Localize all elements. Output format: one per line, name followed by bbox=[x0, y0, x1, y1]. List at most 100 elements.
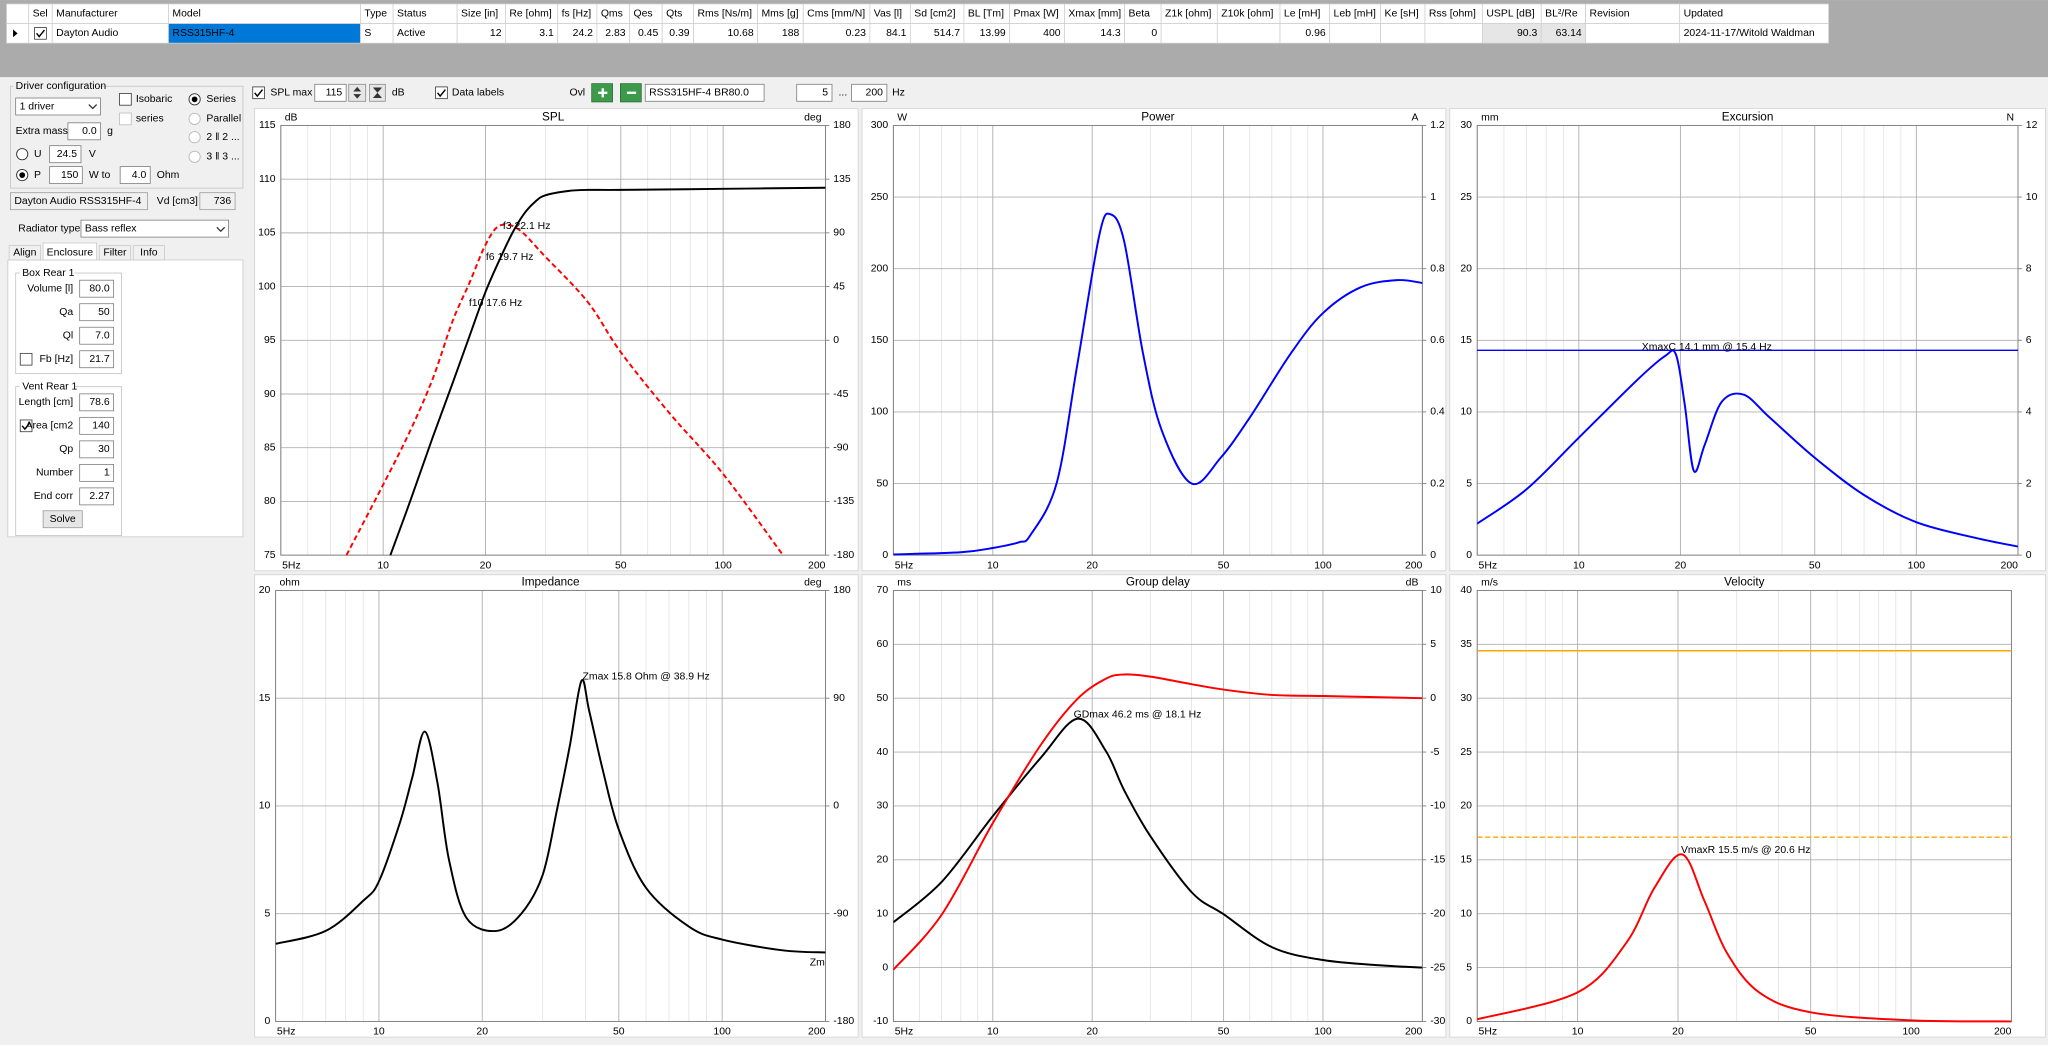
y-unit: ms bbox=[897, 577, 911, 588]
series-line bbox=[389, 186, 826, 556]
extra-mass-input-box[interactable] bbox=[67, 122, 101, 141]
group-title-bg bbox=[19, 381, 75, 394]
series-radio-dot bbox=[191, 96, 198, 103]
x-tick-label: 100 bbox=[1314, 1027, 1332, 1038]
y-tick-label: 30 bbox=[1460, 693, 1472, 704]
freq-max-input-box[interactable] bbox=[851, 83, 888, 102]
u-unit: V bbox=[89, 149, 96, 160]
field-input-box[interactable] bbox=[79, 350, 115, 369]
extra-mass-label: Extra mass bbox=[16, 126, 68, 137]
option3-label: 3 ‖ 3 ... bbox=[206, 152, 239, 163]
field-input-box[interactable] bbox=[79, 393, 115, 412]
series-label: Series bbox=[206, 94, 236, 105]
data-label: Zmax 15.8 Ohm @ 38.9 Hz bbox=[583, 671, 710, 682]
column-header-label: Qms bbox=[601, 9, 623, 20]
column-header-label: Ke [sH] bbox=[1384, 9, 1418, 20]
field-input-box[interactable] bbox=[79, 487, 115, 506]
y-unit: ohm bbox=[280, 577, 300, 588]
column-header-label: Z10k [ohm] bbox=[1221, 9, 1273, 20]
y-tick-label: 300 bbox=[871, 120, 889, 131]
combo-arrow bbox=[88, 104, 98, 110]
x-tick-label: 10 bbox=[373, 1027, 385, 1038]
row-pointer bbox=[13, 29, 18, 38]
u-input-box[interactable] bbox=[49, 145, 82, 164]
table-cell[interactable] bbox=[1329, 23, 1381, 44]
table-cell[interactable] bbox=[1380, 23, 1426, 44]
field-input: 7.0 bbox=[95, 330, 110, 341]
field-input-box[interactable] bbox=[79, 326, 115, 345]
column-header-label: Xmax [mm] bbox=[1068, 9, 1121, 20]
field-checkbox[interactable] bbox=[19, 419, 33, 433]
p-input-box[interactable] bbox=[49, 166, 83, 184]
ohm-input-box[interactable] bbox=[119, 166, 151, 184]
y2-tick-label: -90 bbox=[833, 908, 848, 919]
overlay-input-box[interactable] bbox=[644, 83, 765, 102]
x-tick-label: 20 bbox=[1086, 560, 1098, 571]
data-labels-checkbox[interactable] bbox=[435, 86, 448, 100]
x-tick-label: 100 bbox=[1908, 560, 1926, 571]
field-input-box[interactable] bbox=[79, 463, 115, 482]
cell-text: Active bbox=[397, 28, 426, 39]
field-label: Length [cm] bbox=[19, 397, 74, 408]
spl-spinner[interactable] bbox=[348, 83, 367, 102]
field-input-box[interactable] bbox=[79, 303, 115, 322]
data-label: f6 19.7 Hz bbox=[486, 252, 534, 263]
field-label: Qp bbox=[59, 444, 73, 455]
spl-max-input-box[interactable] bbox=[314, 83, 347, 102]
series-checkbox[interactable] bbox=[119, 112, 132, 126]
radiator-combo[interactable] bbox=[80, 219, 229, 238]
y2-tick-label: -30 bbox=[1430, 1016, 1445, 1027]
table-cell[interactable] bbox=[1424, 23, 1483, 44]
tab-label: Enclosure bbox=[47, 248, 94, 259]
cell-text: 63.14 bbox=[1556, 28, 1582, 39]
x-tick-label: 200 bbox=[2001, 560, 2019, 571]
freq-min-input-box[interactable] bbox=[796, 83, 833, 102]
series-line bbox=[1477, 349, 2018, 548]
field-input-box[interactable] bbox=[79, 416, 115, 435]
spl-max-checkbox[interactable] bbox=[252, 86, 265, 100]
vd-label: Vd [cm3] bbox=[157, 196, 198, 207]
tab[interactable] bbox=[8, 245, 41, 261]
drivers-combo[interactable] bbox=[15, 97, 101, 116]
select-checkbox[interactable] bbox=[34, 27, 47, 40]
field-input-box[interactable] bbox=[79, 440, 115, 459]
chart-title: Power bbox=[1141, 111, 1174, 124]
tab[interactable] bbox=[132, 245, 165, 261]
y2-tick-label: 0.2 bbox=[1430, 478, 1445, 489]
y2-unit: dB bbox=[1406, 577, 1419, 588]
table-cell[interactable] bbox=[1679, 23, 1829, 44]
column-header-label: Type bbox=[364, 9, 387, 20]
x-tick-label: 20 bbox=[480, 560, 492, 571]
u-radio[interactable] bbox=[16, 148, 29, 161]
tab[interactable] bbox=[98, 245, 132, 261]
table-cell[interactable] bbox=[1216, 23, 1281, 44]
y2-tick-label: 0 bbox=[1430, 693, 1436, 704]
y2-tick-label: 10 bbox=[2026, 192, 2038, 203]
table-cell[interactable] bbox=[1585, 23, 1681, 44]
y2-tick-label: 4 bbox=[2026, 407, 2032, 418]
column-header-label: Model bbox=[172, 9, 200, 20]
solve-button[interactable] bbox=[42, 510, 83, 529]
tab[interactable] bbox=[42, 242, 98, 261]
x-tick-label: 100 bbox=[1314, 560, 1332, 571]
option3-radio[interactable] bbox=[188, 150, 201, 163]
y-tick-label: 5 bbox=[1466, 478, 1472, 489]
option2-radio[interactable] bbox=[188, 131, 201, 144]
table-cell[interactable] bbox=[1160, 23, 1218, 44]
option2-label: 2 ‖ 2 ... bbox=[206, 132, 239, 143]
tab-label: Info bbox=[140, 248, 158, 259]
x-tick-label: 10 bbox=[377, 560, 389, 571]
y-tick-label: 25 bbox=[1460, 747, 1472, 758]
y2-tick-label: 5 bbox=[1430, 639, 1436, 650]
field-label: Fb [Hz] bbox=[40, 354, 74, 365]
x-tick-label: 5Hz bbox=[1479, 560, 1498, 571]
data-label: f3 22.1 Hz bbox=[503, 221, 551, 232]
parallel-radio[interactable] bbox=[188, 112, 201, 125]
field-input-box[interactable] bbox=[79, 279, 115, 298]
field-checkbox[interactable] bbox=[19, 352, 33, 366]
isobaric-checkbox[interactable] bbox=[119, 93, 132, 106]
x-tick-label: 50 bbox=[1805, 1027, 1817, 1038]
range-separator: ... bbox=[839, 88, 848, 99]
y-tick-label: 80 bbox=[264, 496, 276, 507]
